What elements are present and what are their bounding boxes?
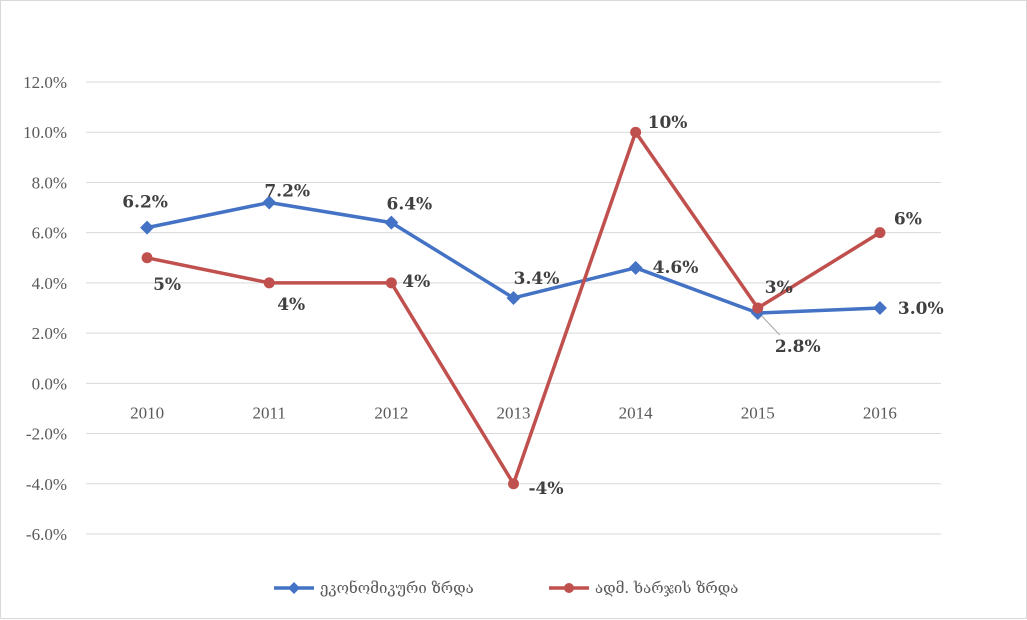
data-point-diamond — [506, 290, 521, 305]
legend-label: ადმ. ხარჯის ზრდა — [595, 579, 738, 597]
data-point-diamond — [872, 301, 887, 315]
data-label: 6% — [894, 210, 922, 230]
series-layer — [140, 126, 887, 490]
data-label: 4% — [402, 272, 430, 292]
y-tick-label: 8.0% — [32, 173, 67, 192]
data-label: 4.6% — [653, 258, 699, 278]
x-axis-ticks: 2010 2011 2012 2013 2014 2015 2016 — [130, 403, 897, 422]
y-tick-label: 12.0% — [23, 73, 67, 92]
data-label: 3.4% — [514, 269, 560, 289]
data-point-circle — [874, 227, 886, 239]
data-point-circle — [752, 302, 764, 314]
legend: ეკონომიკური ზრდა ადმ. ხარჯის ზრდა — [274, 579, 738, 597]
data-label: 4% — [277, 295, 305, 315]
y-tick-label: 6.0% — [32, 224, 67, 243]
series-line-2 — [145, 130, 882, 486]
y-tick-label: 4.0% — [32, 274, 67, 293]
y-tick-label: -2.0% — [26, 425, 67, 444]
data-label: 3.0% — [898, 299, 944, 319]
data-label: 3% — [765, 278, 793, 298]
data-point-circle — [141, 252, 153, 264]
data-point-circle — [630, 126, 642, 138]
x-tick-label: 2016 — [863, 403, 897, 422]
x-tick-label: 2014 — [619, 403, 654, 422]
y-tick-label: -6.0% — [26, 525, 67, 544]
x-tick-label: 2013 — [497, 403, 531, 422]
y-tick-label: 10.0% — [23, 123, 67, 142]
data-label: 7.2% — [264, 182, 310, 202]
data-point-diamond — [262, 195, 277, 210]
data-label: 5% — [153, 275, 181, 295]
legend-label: ეკონომიკური ზრდა — [320, 579, 474, 597]
y-tick-label: 2.0% — [32, 324, 67, 343]
data-point-diamond — [628, 260, 643, 275]
grid-layer — [86, 81, 941, 535]
data-point-diamond — [140, 220, 155, 235]
data-label: 6.2% — [122, 193, 168, 213]
x-tick-label: 2011 — [253, 403, 286, 422]
data-point-circle — [385, 277, 397, 289]
data-point-circle — [508, 478, 519, 490]
y-tick-label: -4.0% — [26, 475, 67, 494]
x-tick-label: 2010 — [130, 403, 164, 422]
data-label: 2.8% — [775, 337, 821, 357]
legend-marker — [288, 582, 300, 594]
data-label: 6.4% — [386, 195, 432, 215]
legend-marker — [564, 583, 574, 593]
leader-line — [761, 315, 781, 336]
data-label: 10% — [648, 113, 688, 133]
data-point-diamond — [384, 215, 399, 230]
x-tick-label: 2015 — [741, 403, 775, 422]
data-label: -4% — [529, 479, 564, 499]
y-tick-label: 0.0% — [32, 374, 67, 393]
x-tick-label: 2012 — [374, 403, 408, 422]
y-axis-ticks: -6.0% -4.0% -2.0% 0.0% 2.0% 4.0% 6.0% 8.0% 10.0%… — [23, 73, 67, 544]
data-label-layer: 6.2% 7.2% 6.4% 3.4% 4.6% 2.8% 3.0% 5% 4% 4% -4% 10%… — [122, 113, 943, 499]
data-point-circle — [263, 277, 275, 289]
